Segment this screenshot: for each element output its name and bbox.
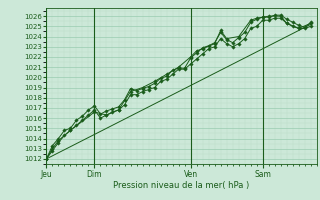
X-axis label: Pression niveau de la mer( hPa ): Pression niveau de la mer( hPa ) [114,181,250,190]
